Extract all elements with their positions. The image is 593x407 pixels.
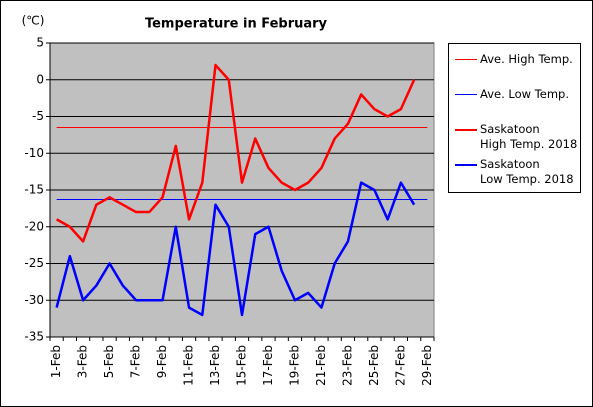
series-line xyxy=(56,63,416,243)
x-tick-label: 11-Feb xyxy=(182,345,196,386)
x-tick-label: 29-Feb xyxy=(420,345,434,386)
y-tick-label: -10 xyxy=(24,146,44,160)
legend-label: Saskatoon High Temp. 2018 xyxy=(480,122,578,151)
x-tick-label: 23-Feb xyxy=(340,345,354,386)
x-tick-label: 19-Feb xyxy=(287,345,301,386)
x-tick-label: 7-Feb xyxy=(129,345,143,378)
legend-label: Ave. High Temp. xyxy=(480,52,573,66)
chart-title: Temperature in February xyxy=(145,17,328,32)
x-tick-label: 25-Feb xyxy=(367,345,381,386)
legend-swatch xyxy=(455,129,477,131)
x-tick-label: 13-Feb xyxy=(208,345,222,386)
y-tick-label: 5 xyxy=(36,36,44,50)
x-tick-label: 21-Feb xyxy=(314,345,328,386)
x-tick-label: 1-Feb xyxy=(49,345,63,378)
legend-label: Ave. Low Temp. xyxy=(480,87,569,101)
x-tick-label: 3-Feb xyxy=(76,345,90,378)
y-tick-label: 0 xyxy=(36,72,44,86)
x-tick-label: 27-Feb xyxy=(393,345,407,386)
y-tick-label: -20 xyxy=(24,219,44,233)
x-tick-label: 9-Feb xyxy=(155,345,169,378)
legend-swatch xyxy=(455,94,477,95)
x-tick-label: 15-Feb xyxy=(235,345,249,386)
y-tick-label: -5 xyxy=(32,109,44,123)
legend-label: Saskatoon Low Temp. 2018 xyxy=(480,157,574,186)
y-tick-label: -15 xyxy=(24,183,44,197)
legend-swatch xyxy=(455,59,477,60)
series-line xyxy=(55,181,416,317)
legend-swatch xyxy=(455,164,477,166)
y-tick-label: -25 xyxy=(24,256,44,270)
y-tick-label: -30 xyxy=(24,293,44,307)
y-tick-label: -35 xyxy=(24,330,44,344)
y-axis-label: (℃) xyxy=(22,14,45,28)
x-tick-label: 5-Feb xyxy=(102,345,116,378)
x-tick-label: 17-Feb xyxy=(261,345,275,386)
legend: Ave. High Temp. Ave. Low Temp. Saskatoon H… xyxy=(448,43,581,193)
